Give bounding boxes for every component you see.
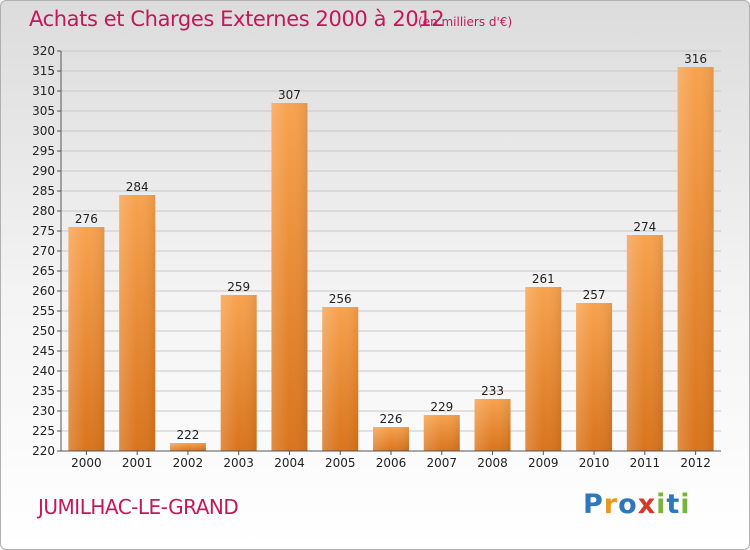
y-tick-label: 270 (32, 244, 55, 258)
x-tick-label: 2005 (325, 456, 356, 470)
y-tick-label: 285 (32, 184, 55, 198)
x-tick-label: 2000 (71, 456, 102, 470)
x-tick-label: 2001 (122, 456, 153, 470)
x-tick-label: 2006 (376, 456, 407, 470)
logo-letter: P (583, 489, 604, 520)
x-tick-label: 2004 (274, 456, 305, 470)
bar-value-label: 276 (75, 212, 98, 226)
bar-shine (119, 195, 156, 451)
y-tick-label: 230 (32, 404, 55, 418)
bar-shine (169, 443, 206, 451)
bar-shine (322, 307, 359, 451)
bar-shine (423, 415, 460, 451)
y-tick-label: 315 (32, 64, 55, 78)
x-tick-label: 2011 (630, 456, 661, 470)
bar-value-label: 222 (176, 428, 199, 442)
y-tick-label: 225 (32, 424, 55, 438)
y-tick-label: 240 (32, 364, 55, 378)
bar-shine (68, 227, 105, 451)
y-tick-label: 265 (32, 264, 55, 278)
y-tick-label: 255 (32, 304, 55, 318)
logo-letter: t (666, 489, 681, 520)
bar-value-label: 229 (430, 400, 453, 414)
bar-value-label: 307 (278, 88, 301, 102)
bar-shine (626, 235, 663, 451)
chart-unit: (en milliers d'€) (418, 15, 513, 29)
y-tick-label: 250 (32, 324, 55, 338)
y-tick-label: 260 (32, 284, 55, 298)
y-tick-label: 320 (32, 44, 55, 58)
axes (57, 50, 721, 455)
bar-shine (220, 295, 257, 451)
y-tick-label: 280 (32, 204, 55, 218)
x-tick-label: 2008 (477, 456, 508, 470)
bar-value-label: 274 (633, 220, 656, 234)
x-tick-label: 2012 (680, 456, 711, 470)
grid-lines (61, 50, 721, 452)
y-tick-label: 300 (32, 124, 55, 138)
y-tick-label: 275 (32, 224, 55, 238)
logo-letter: i (656, 489, 667, 520)
bar-value-label: 257 (583, 288, 606, 302)
bar-value-label: 284 (126, 180, 149, 194)
bar-shine (373, 427, 409, 451)
location-name: JUMILHAC-LE-GRAND (38, 495, 239, 519)
bar-value-label: 261 (532, 272, 555, 286)
bars (68, 67, 714, 451)
bar-shine (525, 287, 562, 451)
bar-shine (677, 67, 714, 451)
y-tick-label: 290 (32, 164, 55, 178)
x-tick-label: 2003 (223, 456, 254, 470)
bar-value-label: 316 (684, 52, 707, 66)
bar-value-label: 226 (380, 412, 403, 426)
y-tick-label: 295 (32, 144, 55, 158)
bar-value-label: 233 (481, 384, 504, 398)
y-tick-label: 305 (32, 104, 55, 118)
bar-shine (576, 303, 613, 451)
bar-value-label: 259 (227, 280, 250, 294)
x-tick-label: 2002 (173, 456, 204, 470)
y-tick-label: 235 (32, 384, 55, 398)
x-tick-label: 2010 (579, 456, 610, 470)
proxiti-logo: Proxiti (583, 489, 691, 520)
logo-letter: o (618, 489, 638, 520)
bar-shine (271, 103, 308, 451)
y-tick-label: 245 (32, 344, 55, 358)
y-tick-label: 220 (32, 444, 55, 458)
labels: 220 225 230 235 240 245 250 255 260 265 270 275 280 2… (32, 44, 711, 470)
y-tick-label: 310 (32, 84, 55, 98)
logo-letter: x (637, 489, 657, 520)
x-tick-label: 2007 (426, 456, 457, 470)
bar-value-label: 256 (329, 292, 352, 306)
chart-title: Achats et Charges Externes 2000 à 2012 (29, 7, 445, 31)
x-tick-label: 2009 (528, 456, 559, 470)
logo-letter: r (603, 489, 619, 520)
bar-shine (474, 399, 511, 451)
logo-letter: i (680, 489, 691, 520)
